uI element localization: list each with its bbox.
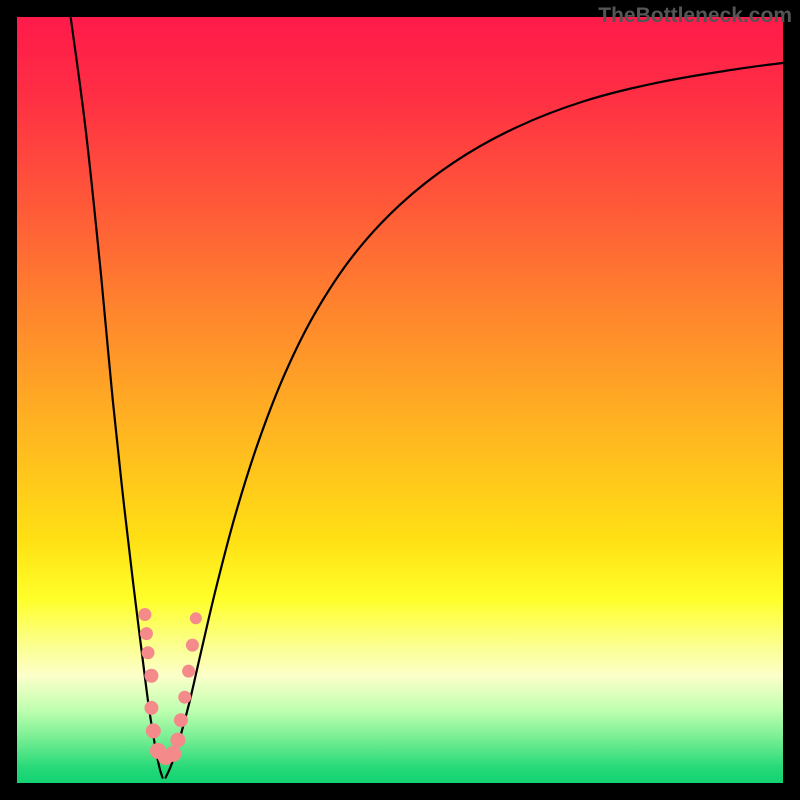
scatter-dot	[144, 669, 158, 683]
scatter-dot	[141, 646, 154, 659]
scatter-dot	[146, 723, 161, 738]
scatter-dot	[170, 733, 185, 748]
scatter-dot	[190, 612, 202, 624]
attribution-label: TheBottleneck.com	[598, 4, 792, 28]
scatter-dot	[165, 746, 181, 762]
scatter-dot	[178, 691, 191, 704]
gradient-background	[17, 17, 783, 783]
scatter-dot	[186, 639, 199, 652]
scatter-dot	[140, 627, 153, 640]
chart-root: TheBottleneck.com	[0, 0, 800, 800]
plot-svg	[17, 17, 783, 783]
scatter-dot	[138, 608, 151, 621]
scatter-dot	[174, 713, 188, 727]
plot-area	[17, 17, 783, 783]
scatter-dot	[144, 701, 158, 715]
scatter-dot	[182, 665, 195, 678]
